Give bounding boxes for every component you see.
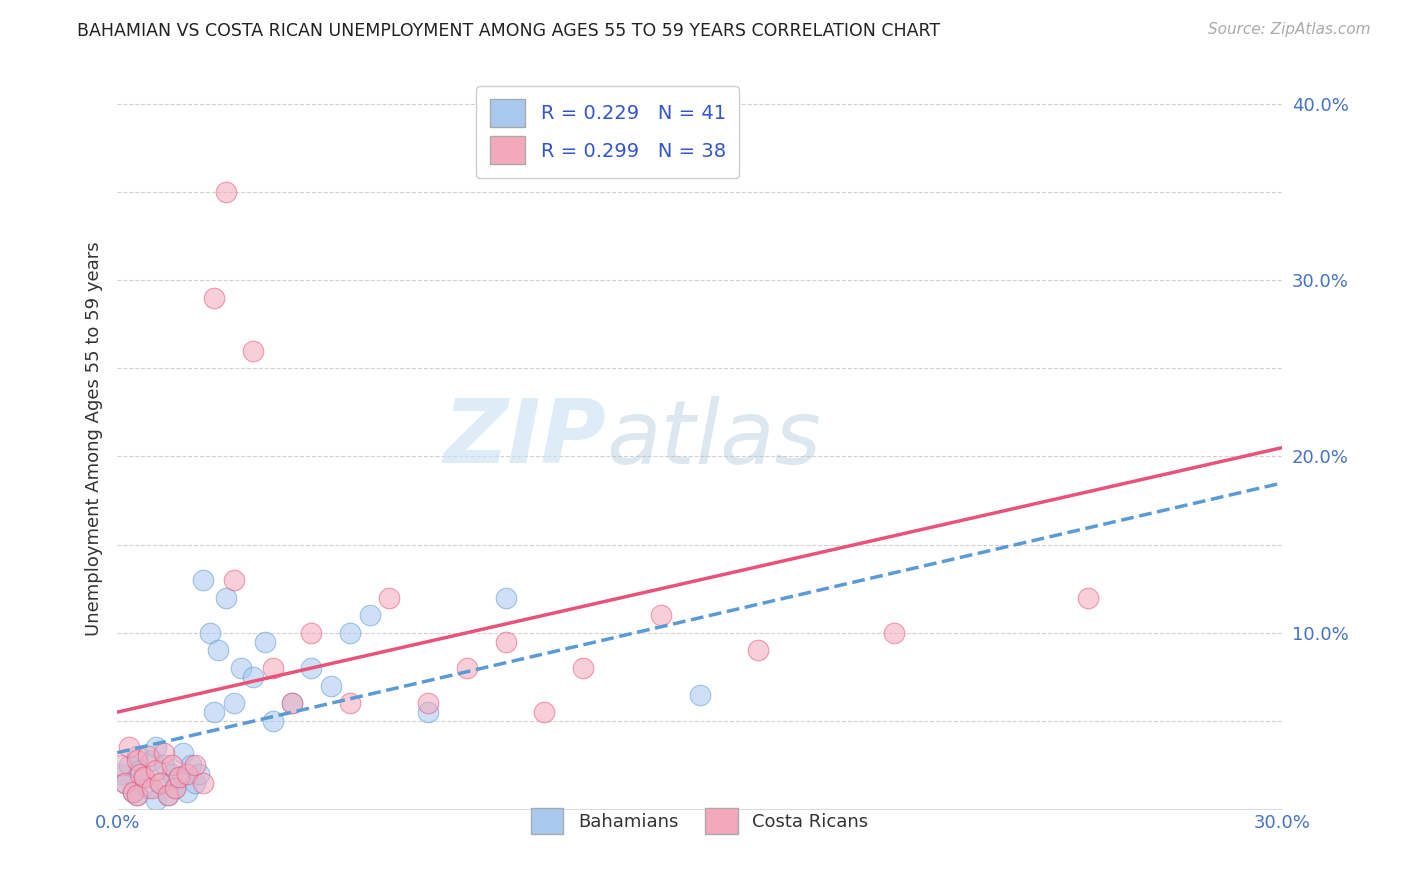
Point bbox=[125, 753, 148, 767]
Point bbox=[416, 696, 439, 710]
Point bbox=[222, 573, 245, 587]
Point bbox=[262, 661, 284, 675]
Point bbox=[747, 643, 769, 657]
Point bbox=[253, 634, 276, 648]
Text: BAHAMIAN VS COSTA RICAN UNEMPLOYMENT AMONG AGES 55 TO 59 YEARS CORRELATION CHART: BAHAMIAN VS COSTA RICAN UNEMPLOYMENT AMO… bbox=[77, 22, 941, 40]
Point bbox=[495, 591, 517, 605]
Point bbox=[156, 788, 179, 802]
Point bbox=[114, 775, 136, 789]
Point bbox=[136, 780, 159, 795]
Point bbox=[134, 771, 156, 785]
Point bbox=[262, 714, 284, 728]
Point bbox=[172, 746, 194, 760]
Point bbox=[299, 625, 322, 640]
Point bbox=[359, 608, 381, 623]
Point bbox=[160, 767, 183, 781]
Point bbox=[533, 705, 555, 719]
Point bbox=[689, 688, 711, 702]
Point bbox=[339, 625, 361, 640]
Point bbox=[202, 291, 225, 305]
Point bbox=[191, 775, 214, 789]
Point bbox=[141, 780, 163, 795]
Point bbox=[650, 608, 672, 623]
Point bbox=[222, 696, 245, 710]
Point bbox=[180, 758, 202, 772]
Point bbox=[149, 775, 172, 789]
Point bbox=[187, 767, 209, 781]
Point bbox=[145, 740, 167, 755]
Y-axis label: Unemployment Among Ages 55 to 59 years: Unemployment Among Ages 55 to 59 years bbox=[86, 242, 103, 636]
Point bbox=[200, 625, 222, 640]
Point bbox=[176, 767, 198, 781]
Point bbox=[416, 705, 439, 719]
Text: Source: ZipAtlas.com: Source: ZipAtlas.com bbox=[1208, 22, 1371, 37]
Point bbox=[281, 696, 304, 710]
Point bbox=[160, 758, 183, 772]
Point bbox=[110, 758, 132, 772]
Point bbox=[572, 661, 595, 675]
Point bbox=[114, 775, 136, 789]
Point bbox=[281, 696, 304, 710]
Point bbox=[202, 705, 225, 719]
Point bbox=[883, 625, 905, 640]
Point bbox=[152, 746, 174, 760]
Point bbox=[110, 767, 132, 781]
Point bbox=[125, 788, 148, 802]
Point bbox=[125, 788, 148, 802]
Point bbox=[156, 788, 179, 802]
Point bbox=[169, 771, 191, 785]
Point bbox=[231, 661, 253, 675]
Point bbox=[145, 793, 167, 807]
Point bbox=[378, 591, 401, 605]
Point bbox=[152, 758, 174, 772]
Text: atlas: atlas bbox=[606, 396, 821, 482]
Point bbox=[184, 775, 207, 789]
Point bbox=[141, 753, 163, 767]
Point bbox=[165, 780, 187, 795]
Point bbox=[145, 764, 167, 778]
Point bbox=[1077, 591, 1099, 605]
Point bbox=[495, 634, 517, 648]
Point bbox=[134, 771, 156, 785]
Text: ZIP: ZIP bbox=[444, 395, 606, 483]
Point bbox=[129, 764, 152, 778]
Legend: Bahamians, Costa Ricans: Bahamians, Costa Ricans bbox=[520, 797, 879, 845]
Point bbox=[207, 643, 229, 657]
Point bbox=[319, 679, 342, 693]
Point bbox=[339, 696, 361, 710]
Point bbox=[215, 591, 238, 605]
Point bbox=[215, 185, 238, 199]
Point bbox=[242, 343, 264, 358]
Point bbox=[169, 771, 191, 785]
Point bbox=[129, 767, 152, 781]
Point bbox=[149, 775, 172, 789]
Point bbox=[456, 661, 478, 675]
Point bbox=[121, 784, 143, 798]
Point bbox=[299, 661, 322, 675]
Point bbox=[242, 670, 264, 684]
Point bbox=[125, 749, 148, 764]
Point bbox=[184, 758, 207, 772]
Point bbox=[136, 749, 159, 764]
Point bbox=[118, 740, 141, 755]
Point bbox=[165, 780, 187, 795]
Point bbox=[121, 784, 143, 798]
Point bbox=[118, 758, 141, 772]
Point bbox=[176, 784, 198, 798]
Point bbox=[191, 573, 214, 587]
